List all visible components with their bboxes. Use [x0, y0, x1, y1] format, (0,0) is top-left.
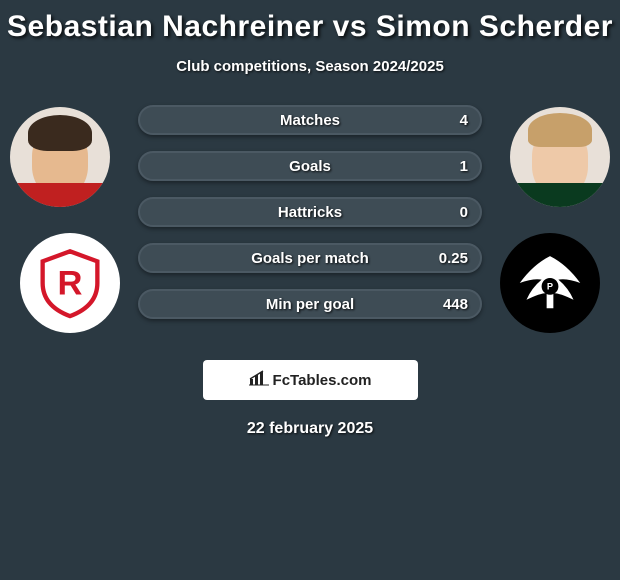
stat-label: Goals per match: [140, 250, 480, 267]
svg-text:R: R: [58, 265, 83, 303]
stat-value: 0.25: [439, 250, 468, 267]
brand-text: FcTables.com: [273, 372, 372, 389]
stat-value: 1: [460, 158, 468, 175]
player-right-face: [510, 107, 610, 207]
stat-bar-matches: Matches 4: [138, 105, 482, 135]
date-label: 22 february 2025: [0, 420, 620, 438]
bar-chart-icon: [249, 370, 269, 390]
svg-text:P: P: [547, 282, 553, 292]
stat-bar-hattricks: Hattricks 0: [138, 197, 482, 227]
stat-value: 0: [460, 204, 468, 221]
player-right-avatar: [510, 107, 610, 207]
comparison-row: R P Matches 4 Goals 1 Hattricks 0 Goal: [0, 105, 620, 345]
stat-value: 448: [443, 296, 468, 313]
stat-bars: Matches 4 Goals 1 Hattricks 0 Goals per …: [138, 105, 482, 335]
stat-value: 4: [460, 112, 468, 129]
stat-label: Matches: [140, 112, 480, 129]
eagle-icon: P: [508, 241, 592, 325]
stat-bar-goals-per-match: Goals per match 0.25: [138, 243, 482, 273]
stat-bar-min-per-goal: Min per goal 448: [138, 289, 482, 319]
page-title: Sebastian Nachreiner vs Simon Scherder: [0, 0, 620, 44]
stat-label: Min per goal: [140, 296, 480, 313]
stat-label: Hattricks: [140, 204, 480, 221]
player-left-avatar: [10, 107, 110, 207]
subtitle: Club competitions, Season 2024/2025: [0, 58, 620, 75]
stat-label: Goals: [140, 158, 480, 175]
club-left-logo: R: [20, 233, 120, 333]
player-left-face: [10, 107, 110, 207]
brand-badge: FcTables.com: [203, 360, 418, 400]
club-r-shield-icon: R: [30, 243, 110, 323]
club-right-logo: P: [500, 233, 600, 333]
stat-bar-goals: Goals 1: [138, 151, 482, 181]
